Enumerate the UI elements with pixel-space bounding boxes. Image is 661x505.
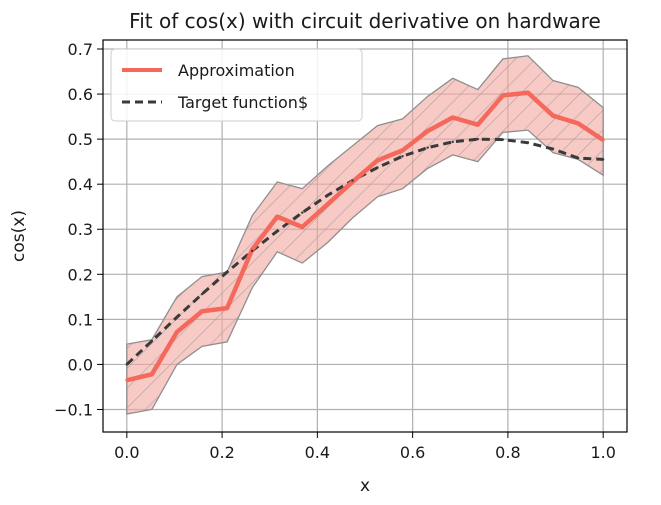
- approximation-point: [376, 158, 380, 162]
- target-point: [526, 141, 530, 144]
- y-tick-label: 0.2: [68, 265, 93, 284]
- x-tick-label: 0.4: [305, 443, 330, 462]
- approximation-point: [576, 121, 580, 125]
- target-point: [551, 147, 555, 151]
- approximation-point: [526, 91, 530, 95]
- target-point: [200, 292, 204, 296]
- approximation-point: [225, 306, 229, 310]
- target-point: [501, 138, 505, 141]
- target-point: [376, 166, 379, 169]
- series-layer: [125, 90, 605, 383]
- error-band: [126, 55, 604, 415]
- x-axis-label: x: [360, 476, 370, 496]
- target-point: [301, 211, 304, 214]
- approximation-point: [401, 148, 405, 152]
- y-axis-label: cos(x): [9, 210, 29, 262]
- x-tick-label: 0.2: [209, 443, 234, 462]
- y-tick-label: 0.0: [68, 355, 93, 374]
- approximation-point: [426, 129, 430, 133]
- target-point: [576, 156, 580, 160]
- approximation-point: [451, 115, 455, 119]
- target-point: [401, 155, 404, 158]
- target-point: [175, 315, 179, 319]
- target-point: [351, 179, 354, 182]
- target-point: [225, 270, 229, 274]
- x-tick-label: 1.0: [590, 443, 615, 462]
- approximation-point: [150, 372, 154, 376]
- approximation-point: [175, 330, 179, 334]
- y-tick-label: 0.3: [68, 220, 93, 239]
- approximation-point: [125, 378, 129, 382]
- approximation-point: [200, 309, 204, 313]
- legend: Approximation Target function$: [110, 48, 363, 122]
- target-point: [601, 158, 605, 161]
- target-point: [150, 339, 154, 343]
- target-point: [451, 140, 454, 144]
- y-tick-label: 0.4: [68, 175, 93, 194]
- approximation-point: [476, 123, 480, 127]
- plot-frame: [102, 39, 628, 433]
- series-line-approximation: [126, 90, 605, 383]
- y-axis: −0.1 0.0 0.1 0.2 0.3 0.4 0.5 0.6 0.7: [54, 40, 103, 419]
- target-point: [250, 249, 254, 253]
- y-tick-label: 0.6: [68, 85, 93, 104]
- target-point: [426, 146, 429, 149]
- chart-title: Fit of cos(x) with circuit derivative on…: [129, 9, 601, 33]
- approximation-point: [551, 114, 555, 118]
- y-tick-label: 0.5: [68, 130, 93, 149]
- target-point: [326, 194, 329, 197]
- x-tick-label: 0.0: [114, 443, 139, 462]
- y-tick-label: −0.1: [54, 400, 93, 419]
- target-point: [276, 229, 279, 233]
- approximation-point: [501, 93, 505, 97]
- legend-box: [110, 48, 363, 122]
- approximation-point: [325, 202, 329, 206]
- legend-label-target: Target function$: [177, 93, 308, 112]
- x-axis: 0.0 0.2 0.4 0.6 0.8 1.0: [114, 432, 616, 462]
- approximation-point: [275, 215, 279, 219]
- approximation-point: [300, 225, 304, 229]
- y-tick-label: 0.7: [68, 40, 93, 59]
- legend-label-approximation: Approximation: [178, 61, 295, 80]
- x-tick-label: 0.6: [400, 443, 425, 462]
- band-hatch: [126, 55, 604, 415]
- x-tick-label: 0.8: [495, 443, 520, 462]
- target-point: [125, 363, 129, 366]
- target-point: [476, 137, 480, 141]
- approximation-point: [601, 138, 605, 142]
- y-tick-label: 0.1: [68, 310, 93, 329]
